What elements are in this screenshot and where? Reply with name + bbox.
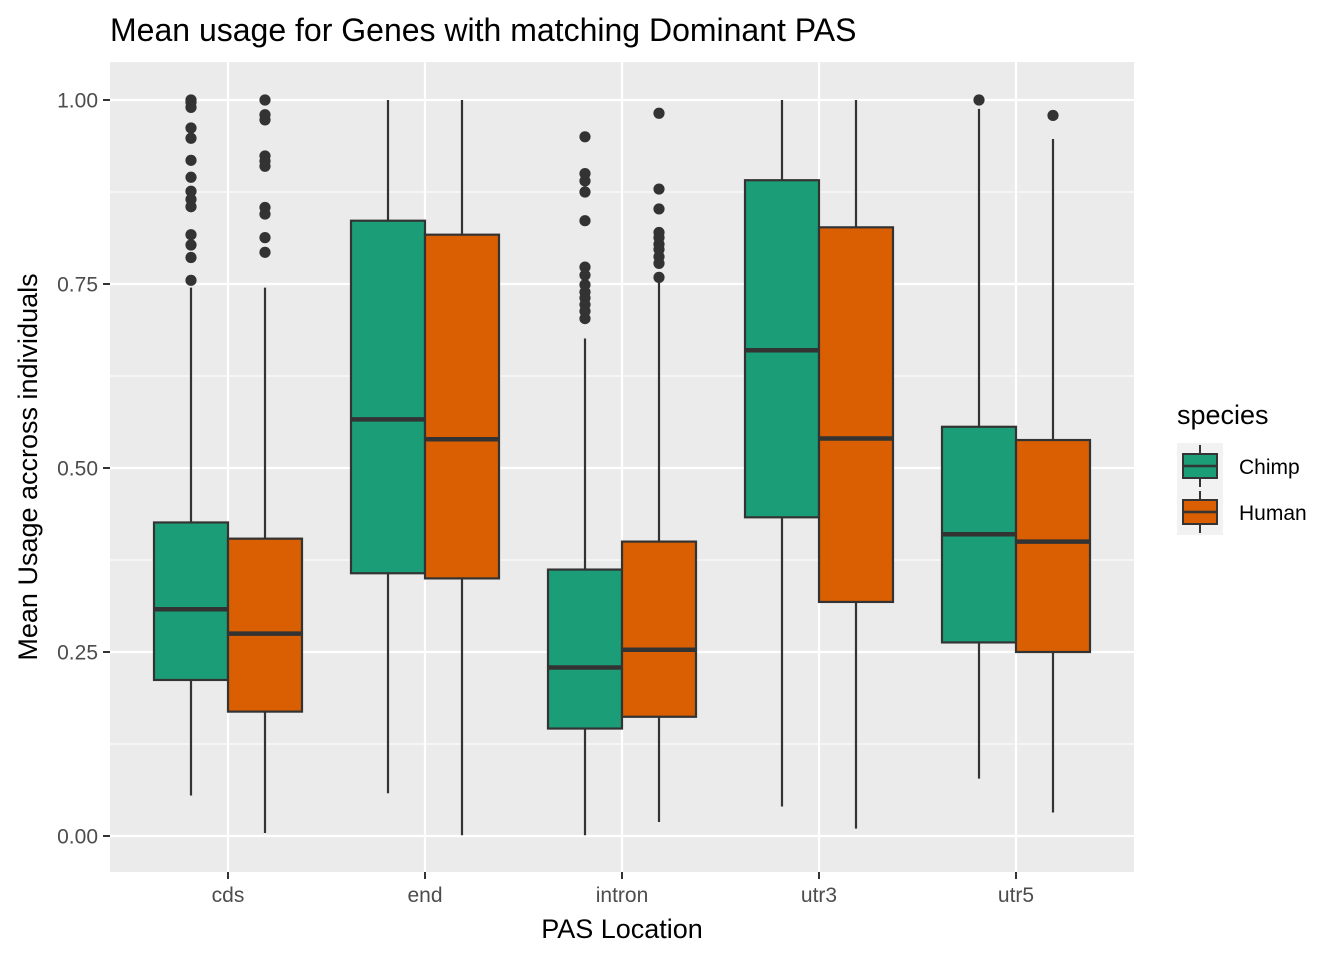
outlier-point (259, 160, 271, 172)
outlier-point (185, 132, 197, 144)
outlier-point (259, 94, 271, 106)
outlier-point (185, 122, 197, 134)
legend-item-chimp: Chimp (1177, 443, 1300, 489)
legend-label: Human (1239, 502, 1307, 525)
box-iqr (152, 521, 230, 682)
outlier-point (259, 246, 271, 258)
outlier-point (653, 271, 665, 283)
outlier-point (579, 261, 591, 273)
legend-label: Chimp (1239, 456, 1300, 479)
box-chimp-utr5 (940, 94, 1018, 779)
box-chimp-end (349, 100, 427, 794)
outlier-point (579, 186, 591, 198)
outlier-point (579, 175, 591, 187)
outlier-point (185, 274, 197, 286)
x-tick-label: end (407, 884, 442, 907)
box-iqr (1014, 438, 1092, 654)
y-axis: 0.00 0.25 0.50 0.75 1.00 (57, 90, 110, 849)
outlier-point (185, 229, 197, 241)
box-human-utr5 (1014, 109, 1092, 813)
outlier-point (185, 171, 197, 183)
chart-title: Mean usage for Genes with matching Domin… (110, 12, 856, 48)
outlier-point (579, 269, 591, 281)
legend-item-human: Human (1177, 489, 1307, 535)
legend-title: species (1177, 400, 1269, 430)
box-iqr (620, 540, 698, 718)
box-chimp-intron (546, 131, 624, 836)
y-tick-label: 1.00 (57, 90, 98, 113)
x-tick-label: cds (212, 884, 245, 907)
y-tick-label: 0.00 (57, 826, 98, 849)
x-tick-label: utr3 (801, 884, 837, 907)
box-iqr (546, 568, 624, 730)
outlier-point (1047, 109, 1059, 122)
outlier-point (185, 251, 197, 264)
outlier-point (185, 185, 197, 197)
box-human-utr3 (817, 100, 895, 829)
box-iqr (349, 219, 427, 575)
x-axis: cds end intron utr3 utr5 (212, 872, 1034, 907)
outlier-point (579, 312, 591, 325)
outlier-point (259, 232, 271, 244)
outlier-point (579, 131, 591, 143)
box-iqr (817, 226, 895, 604)
box-human-cds (226, 94, 304, 834)
y-axis-title: Mean Usage accross individuals (13, 273, 43, 660)
box-human-end (423, 100, 501, 836)
outlier-point (653, 107, 665, 119)
box-iqr (423, 233, 501, 580)
box-layer (152, 94, 1092, 836)
x-tick-label: intron (596, 884, 649, 907)
box-chimp-cds (152, 94, 230, 796)
outlier-point (579, 215, 591, 227)
outlier-point (259, 114, 271, 126)
x-tick-label: utr5 (998, 884, 1034, 907)
outlier-point (185, 154, 197, 166)
outlier-point (653, 203, 665, 215)
outlier-point (185, 201, 197, 213)
y-tick-label: 0.25 (57, 642, 98, 665)
x-axis-title: PAS Location (541, 914, 703, 944)
outlier-point (973, 94, 985, 106)
outlier-point (185, 239, 197, 251)
box-human-intron (620, 107, 698, 823)
outlier-point (653, 257, 665, 269)
box-chimp-utr3 (743, 100, 821, 807)
legend: species Chimp Human (1177, 400, 1307, 535)
y-tick-label: 0.75 (57, 274, 98, 297)
outlier-point (185, 101, 197, 113)
box-iqr (226, 537, 304, 713)
outlier-point (259, 208, 271, 220)
y-tick-label: 0.50 (57, 458, 98, 481)
outlier-point (653, 183, 665, 195)
